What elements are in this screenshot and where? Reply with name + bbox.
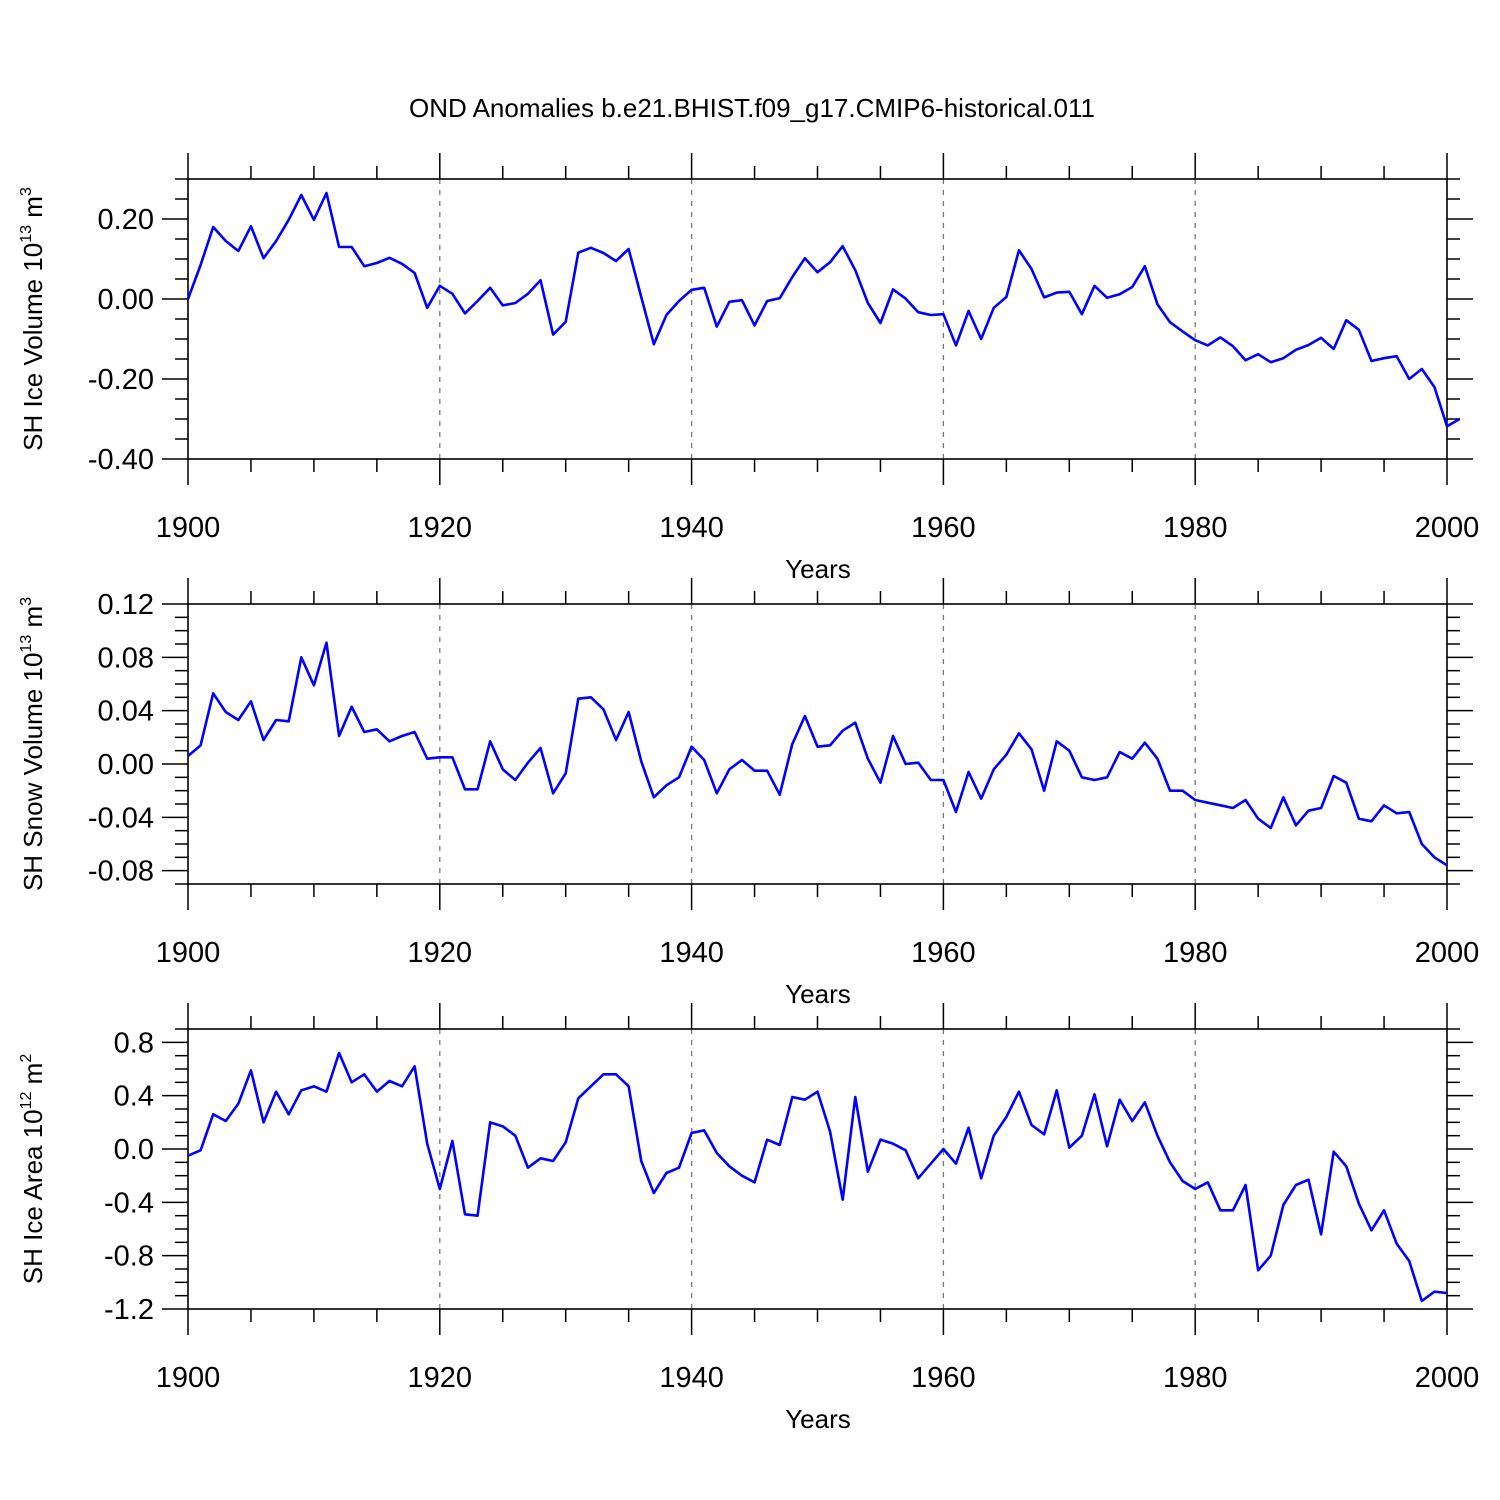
series-line: [187, 641, 1448, 867]
y-tick-label: 0.04: [98, 696, 154, 728]
y-axis-label-exponent: 13: [18, 635, 35, 653]
figure-title: OND Anomalies b.e21.BHIST.f09_g17.CMIP6-…: [409, 93, 1095, 123]
x-tick-label: 1940: [659, 1362, 724, 1394]
y-axis-label: SH Ice Area 1012 m2: [18, 1054, 48, 1285]
y-axis-label-unit-exponent: 3: [18, 187, 35, 196]
y-tick-label: 0.00: [98, 284, 154, 316]
x-axis-label: Years: [785, 554, 851, 584]
x-tick-label: 1940: [659, 512, 724, 544]
x-tick-label: 1940: [659, 937, 724, 969]
x-tick-label: 2000: [1415, 1362, 1480, 1394]
x-tick-label: 1900: [156, 1362, 221, 1394]
y-axis-label-exponent: 12: [18, 1091, 35, 1109]
x-tick-label: 2000: [1415, 512, 1480, 544]
x-tick-label: 1920: [408, 512, 473, 544]
y-tick-label: 0.12: [98, 589, 154, 621]
y-axis-label-unit: m: [18, 1063, 48, 1092]
x-tick-label: 1900: [156, 512, 221, 544]
series-line: [187, 1051, 1448, 1303]
y-tick-label: 0.0: [114, 1134, 154, 1166]
y-tick-label: -0.04: [88, 802, 154, 834]
x-tick-label: 1980: [1163, 1362, 1228, 1394]
y-axis-label-exponent: 13: [18, 225, 35, 243]
x-tick-label: 1960: [911, 1362, 976, 1394]
y-axis-label-unit: m: [18, 196, 48, 225]
y-axis-label: SH Ice Volume 1013 m3: [18, 187, 48, 451]
y-axis-label-unit-exponent: 2: [18, 1054, 35, 1063]
x-axis-label: Years: [785, 1404, 851, 1434]
x-tick-label: 1900: [156, 937, 221, 969]
y-tick-label: -0.20: [88, 364, 154, 396]
series-line: [186, 191, 1461, 428]
y-axis-label: SH Snow Volume 1013 m3: [18, 597, 48, 891]
y-axis-label-unit: m: [18, 606, 48, 635]
plot-frame: [187, 178, 1448, 460]
y-tick-label: 0.4: [114, 1081, 154, 1113]
y-tick-label: -0.8: [104, 1241, 154, 1273]
y-axis-label-main: SH Ice Volume 10: [18, 243, 48, 451]
x-axis-label: Years: [785, 979, 851, 1009]
panel-ice-volume: -0.40 -0.20 0.00 0.20 1900 1920 1940 1960 1980 20…: [18, 153, 1479, 584]
y-tick-label: 0.00: [98, 749, 154, 781]
x-tick-label: 2000: [1415, 937, 1480, 969]
x-tick-label: 1920: [408, 937, 473, 969]
panel-snow-volume: -0.08 -0.04 0.00 0.04 0.08 0.12 1900 1920 1940 19…: [18, 578, 1479, 1009]
y-tick-label: -0.08: [88, 856, 154, 888]
y-axis-label-unit-exponent: 3: [18, 597, 35, 606]
y-tick-label: 0.8: [114, 1027, 154, 1059]
y-axis-label-main: SH Snow Volume 10: [18, 653, 48, 891]
panel-ice-area: -1.2 -0.8 -0.4 0.0 0.4 0.8 1900 1920 1940 1960 198…: [18, 1003, 1479, 1434]
x-tick-label: 1960: [911, 937, 976, 969]
x-tick-label: 1980: [1163, 512, 1228, 544]
y-axis-label-main: SH Ice Area 10: [18, 1109, 48, 1284]
y-tick-label: 0.20: [98, 204, 154, 236]
x-tick-label: 1980: [1163, 937, 1228, 969]
x-tick-label: 1960: [911, 512, 976, 544]
x-tick-label: 1920: [408, 1362, 473, 1394]
y-tick-label: -0.40: [88, 444, 154, 476]
y-tick-label: -0.4: [104, 1187, 154, 1219]
y-tick-label: 0.08: [98, 642, 154, 674]
y-tick-label: -1.2: [104, 1294, 154, 1326]
